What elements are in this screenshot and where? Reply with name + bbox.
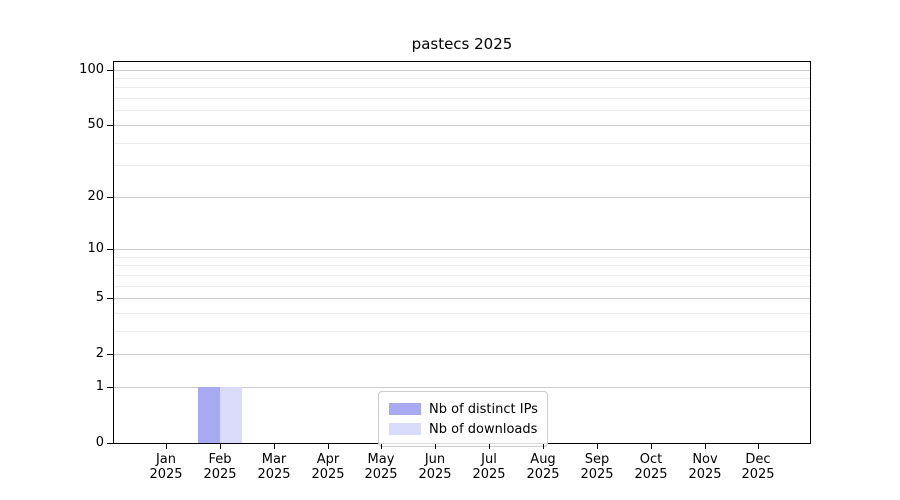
x-tick-year: 2025 [203, 467, 237, 482]
x-tick-mark [651, 444, 652, 449]
gridline-minor [114, 275, 810, 276]
gridline-minor [114, 78, 810, 79]
y-tick-label: 10 [87, 241, 104, 256]
gridline-major [114, 197, 810, 198]
x-tick-year: 2025 [580, 467, 614, 482]
y-tick-mark [107, 249, 113, 250]
x-tick-mark [705, 444, 706, 449]
gridline-minor [114, 87, 810, 88]
x-tick-month: Nov [692, 452, 718, 467]
x-tick-month: Sep [584, 452, 610, 467]
x-tick-mark [166, 444, 167, 449]
x-tick-label: Jul 2025 [459, 452, 519, 482]
gridline-minor [114, 110, 810, 111]
x-tick-label: Sep 2025 [567, 452, 627, 482]
x-tick-month: Jul [481, 452, 497, 467]
x-tick-label: Dec 2025 [728, 452, 788, 482]
x-tick-month: Oct [639, 452, 663, 467]
x-tick-month: Jun [424, 452, 446, 467]
x-tick-month: Feb [208, 452, 232, 467]
x-tick-mark [381, 444, 382, 449]
x-tick-year: 2025 [149, 467, 183, 482]
y-tick-mark [107, 70, 113, 71]
y-tick-mark [107, 387, 113, 388]
gridline-minor [114, 257, 810, 258]
x-tick-month: Aug [530, 452, 556, 467]
x-tick-year: 2025 [741, 467, 775, 482]
plot-area: Nb of distinct IPs Nb of downloads [113, 61, 811, 447]
x-tick-month: Jan [155, 452, 177, 467]
x-tick-year: 2025 [688, 467, 722, 482]
y-tick-mark [107, 354, 113, 355]
y-tick-mark [107, 197, 113, 198]
gridline-minor [114, 143, 810, 144]
legend-entry-distinct-ips: Nb of distinct IPs [389, 399, 538, 419]
y-tick-label: 0 [95, 435, 104, 450]
gridline-minor [114, 286, 810, 287]
gridline-major [114, 249, 810, 250]
gridline-minor [114, 331, 810, 332]
x-tick-label: Feb 2025 [190, 452, 250, 482]
y-tick-label: 5 [95, 290, 104, 305]
x-tick-mark [758, 444, 759, 449]
bar-distinct-ips [198, 387, 220, 443]
x-tick-label: Aug 2025 [513, 452, 573, 482]
y-tick-label: 50 [87, 117, 104, 132]
gridline-major [114, 70, 810, 71]
chart-title: pastecs 2025 [411, 35, 513, 53]
y-tick-mark [107, 125, 113, 126]
bar-downloads [220, 387, 242, 443]
x-tick-label: Apr 2025 [298, 452, 358, 482]
legend-swatch-downloads [389, 423, 421, 435]
x-tick-mark [274, 444, 275, 449]
gridline-major [114, 125, 810, 126]
legend-entry-downloads: Nb of downloads [389, 419, 538, 439]
x-tick-month: May [367, 452, 395, 467]
x-tick-label: Oct 2025 [621, 452, 681, 482]
legend-label-distinct-ips: Nb of distinct IPs [429, 401, 538, 417]
x-tick-year: 2025 [257, 467, 291, 482]
x-tick-mark [543, 444, 544, 449]
gridline-major [114, 387, 810, 388]
gridline-major [114, 298, 810, 299]
y-tick-label: 100 [79, 62, 104, 77]
y-tick-label: 2 [95, 346, 104, 361]
gridline-major [114, 354, 810, 355]
y-tick-mark [107, 443, 113, 444]
x-tick-label: Mar 2025 [244, 452, 304, 482]
x-tick-year: 2025 [418, 467, 452, 482]
legend-label-downloads: Nb of downloads [429, 421, 538, 437]
legend: Nb of distinct IPs Nb of downloads [378, 391, 548, 447]
x-tick-mark [597, 444, 598, 449]
x-tick-year: 2025 [634, 467, 668, 482]
x-tick-month: Apr [316, 452, 340, 467]
x-tick-year: 2025 [472, 467, 506, 482]
x-tick-label: May 2025 [351, 452, 411, 482]
x-tick-mark [489, 444, 490, 449]
x-tick-year: 2025 [526, 467, 560, 482]
x-tick-label: Jun 2025 [405, 452, 465, 482]
x-tick-label: Jan 2025 [136, 452, 196, 482]
y-tick-label: 1 [95, 379, 104, 394]
x-tick-label: Nov 2025 [675, 452, 735, 482]
y-tick-label: 20 [87, 189, 104, 204]
x-tick-mark [328, 444, 329, 449]
x-tick-month: Mar [261, 452, 287, 467]
x-tick-month: Dec [745, 452, 771, 467]
x-tick-year: 2025 [364, 467, 398, 482]
x-tick-year: 2025 [311, 467, 345, 482]
y-tick-mark [107, 298, 113, 299]
gridline-minor [114, 313, 810, 314]
gridline-minor [114, 165, 810, 166]
gridline-minor [114, 265, 810, 266]
x-tick-mark [220, 444, 221, 449]
legend-swatch-distinct-ips [389, 403, 421, 415]
gridline-minor [114, 98, 810, 99]
x-tick-mark [435, 444, 436, 449]
